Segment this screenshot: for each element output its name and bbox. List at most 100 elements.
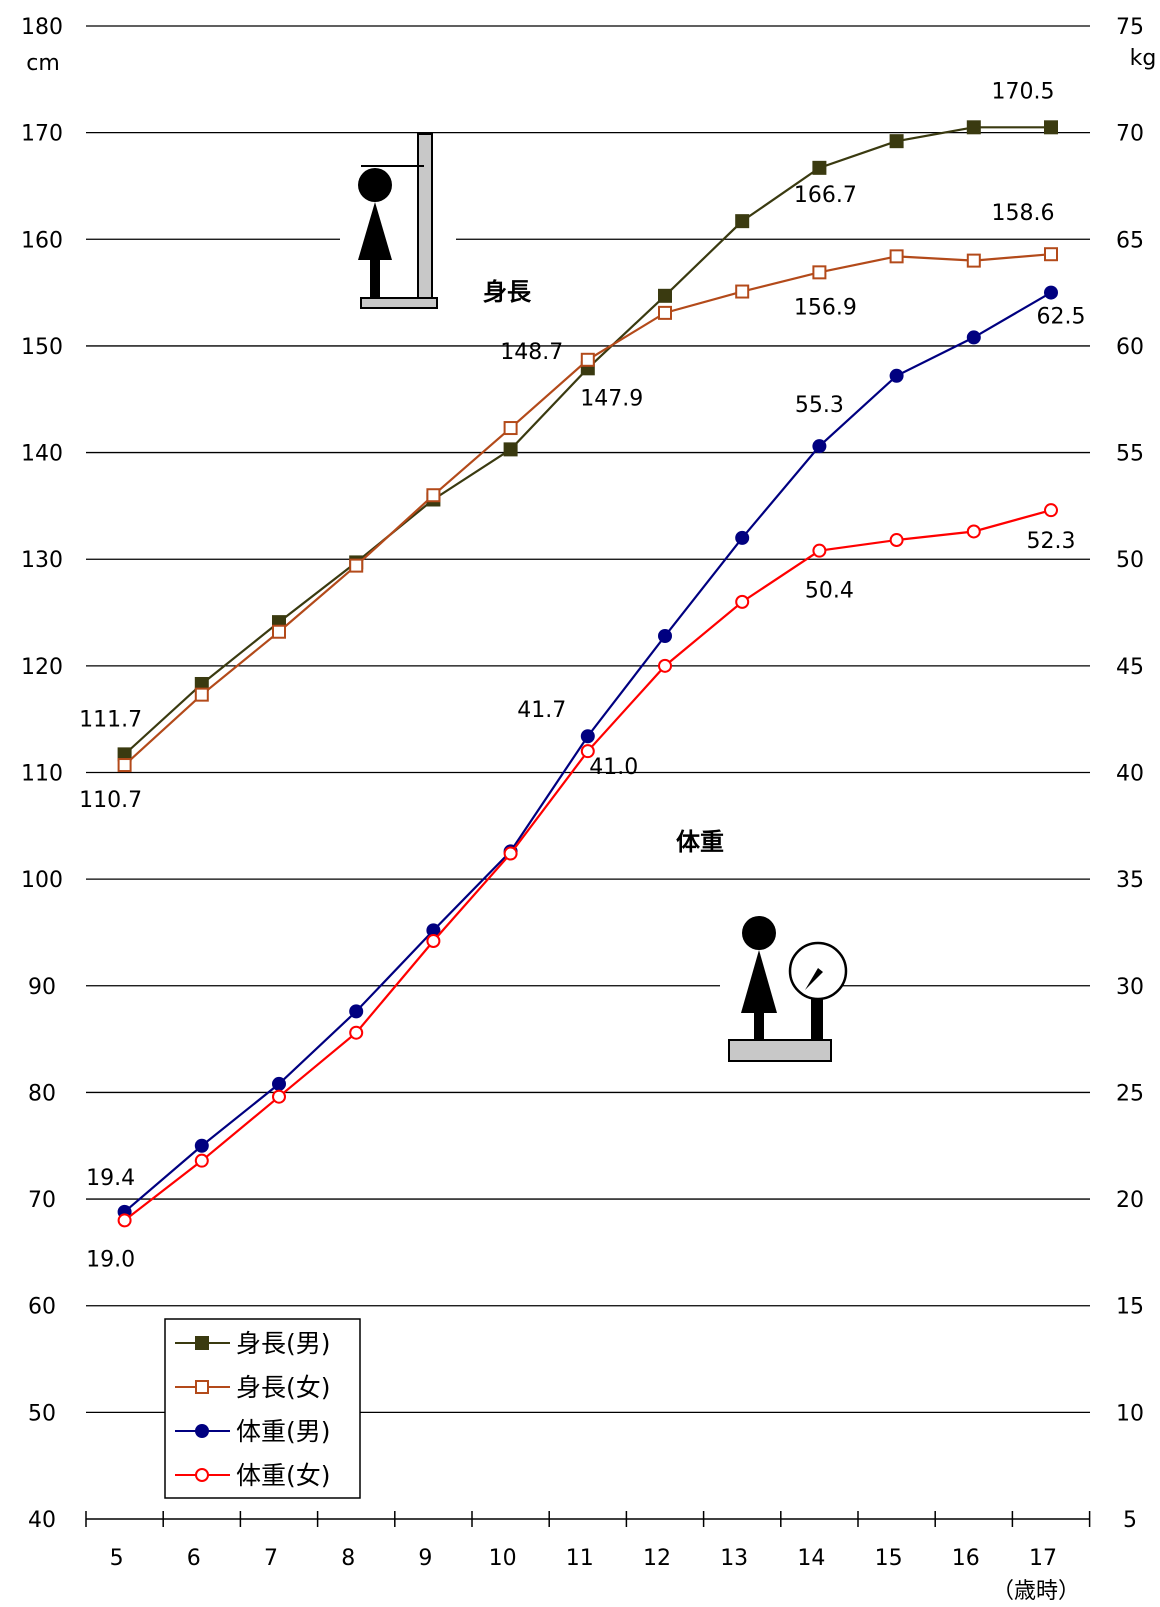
left-tick-label: 170 <box>21 122 63 147</box>
x-tick-label: 15 <box>875 1546 903 1571</box>
data-labels: 111.7 110.7 148.7 147.9 166.7 156.9 170.5 158.6… <box>79 79 1085 1272</box>
legend-label: 体重(女) <box>236 1461 331 1490</box>
height-measure-icon <box>340 133 456 309</box>
left-tick-label: 120 <box>21 655 63 680</box>
data-point <box>1044 285 1058 300</box>
legend: 身長(男) 身長(女) 体重(男) 体重(女) <box>164 1318 361 1499</box>
data-point <box>966 253 981 268</box>
data-point <box>889 249 904 264</box>
data-label: 52.3 <box>1027 529 1076 554</box>
left-tick-label: 130 <box>21 548 63 573</box>
data-point <box>349 1025 364 1040</box>
x-axis-unit: （歳時） <box>992 1579 1080 1604</box>
data-point <box>812 543 827 558</box>
x-tick-label: 13 <box>720 1546 748 1571</box>
x-tick-label: 12 <box>643 1546 671 1571</box>
left-tick-label: 90 <box>28 975 56 1000</box>
weight-scale-icon <box>720 916 848 1062</box>
data-label: 50.4 <box>805 579 854 604</box>
right-tick-label: 10 <box>1116 1401 1144 1426</box>
data-point <box>426 933 441 948</box>
left-tick-label: 60 <box>28 1295 56 1320</box>
data-point <box>580 729 595 744</box>
data-label: 170.5 <box>992 79 1055 104</box>
data-point <box>195 1424 209 1438</box>
legend-label: 身長(女) <box>236 1373 331 1402</box>
data-point <box>580 744 595 759</box>
x-tick-label: 7 <box>264 1546 278 1571</box>
left-tick-label: 100 <box>21 868 63 893</box>
data-point <box>194 1153 209 1168</box>
series-line <box>123 253 1052 766</box>
data-label: 41.7 <box>517 698 566 723</box>
x-tick-label: 8 <box>341 1546 355 1571</box>
right-tick-label: 35 <box>1116 868 1144 893</box>
right-tick-label: 20 <box>1116 1188 1144 1213</box>
illustrations <box>340 133 848 1062</box>
data-label: 156.9 <box>794 295 857 320</box>
data-point <box>117 758 132 773</box>
x-tick-label: 11 <box>566 1546 594 1571</box>
data-point <box>194 1138 209 1153</box>
data-point <box>349 558 364 573</box>
left-tick-label: 140 <box>21 442 63 467</box>
data-point <box>1044 120 1058 135</box>
legend-item: 体重(女) <box>175 1461 331 1490</box>
right-tick-label: 40 <box>1116 762 1144 787</box>
data-point <box>735 594 750 609</box>
data-point <box>735 284 750 299</box>
right-tick-label: 65 <box>1116 228 1144 253</box>
data-point <box>195 1336 209 1350</box>
data-point <box>1044 503 1058 518</box>
data-point <box>117 747 132 762</box>
right-tick-label: 30 <box>1116 975 1144 1000</box>
data-point <box>349 1004 364 1019</box>
series-line <box>123 509 1052 1222</box>
data-point <box>889 533 904 548</box>
data-label: 147.9 <box>580 386 643 411</box>
legend-label: 体重(男) <box>236 1417 331 1446</box>
series-line <box>123 126 1051 756</box>
weight-annotation: 体重 <box>676 828 724 856</box>
left-tick-label: 80 <box>28 1081 56 1106</box>
series-layer <box>117 120 1058 1228</box>
left-axis-unit: cm <box>26 51 60 76</box>
right-tick-label: 45 <box>1116 655 1144 680</box>
data-label: 158.6 <box>992 201 1055 226</box>
data-label: 166.7 <box>794 183 857 208</box>
data-point <box>966 330 981 345</box>
data-point <box>195 1380 209 1394</box>
gridlines <box>86 25 1090 1414</box>
data-point <box>272 624 286 639</box>
right-tick-label: 15 <box>1116 1295 1144 1320</box>
axes: 40 50 60 70 80 90 100 110 120 130 140 150 160 170 180 5… <box>21 15 1144 1571</box>
series-4 <box>117 503 1058 1228</box>
data-point <box>272 1089 286 1104</box>
data-point <box>658 628 672 643</box>
data-point <box>889 134 904 149</box>
data-point <box>966 120 981 135</box>
left-tick-label: 40 <box>28 1508 56 1533</box>
data-point <box>658 305 672 320</box>
right-axis-unit: kg <box>1130 46 1157 71</box>
series-2 <box>117 247 1058 773</box>
data-point <box>1044 247 1058 262</box>
x-tick-label: 16 <box>952 1546 980 1571</box>
data-label: 62.5 <box>1037 305 1086 330</box>
data-label: 41.0 <box>589 755 638 780</box>
right-tick-label: 55 <box>1116 442 1144 467</box>
data-point <box>812 265 827 280</box>
data-point <box>194 687 209 702</box>
data-point <box>658 288 672 303</box>
right-tick-label: 75 <box>1116 15 1144 40</box>
right-tick-label: 5 <box>1123 1508 1137 1533</box>
data-point <box>966 524 981 539</box>
height-annotation: 身長 <box>483 278 532 306</box>
right-tick-label: 25 <box>1116 1081 1144 1106</box>
legend-label: 身長(男) <box>236 1329 331 1358</box>
right-tick-label: 70 <box>1116 122 1144 147</box>
legend-item: 体重(男) <box>175 1417 331 1446</box>
left-tick-label: 150 <box>21 335 63 360</box>
data-label: 19.0 <box>86 1247 135 1272</box>
data-point <box>426 923 441 938</box>
